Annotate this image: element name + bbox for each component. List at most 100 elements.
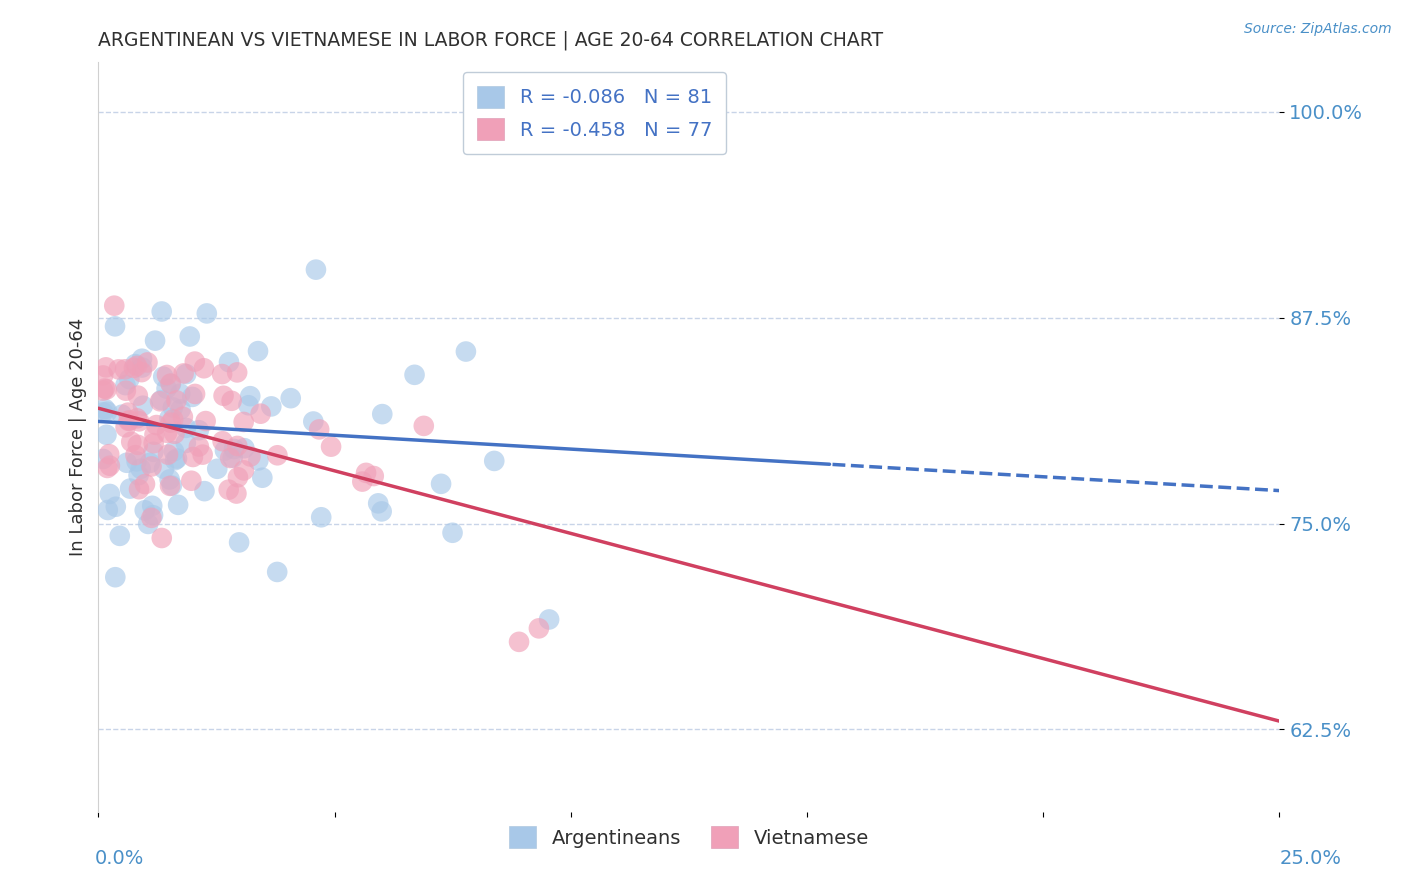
Point — [159, 416, 181, 430]
Point — [108, 529, 131, 543]
Point — [371, 407, 394, 421]
Point — [527, 621, 550, 635]
Point — [160, 376, 183, 391]
Point — [211, 367, 233, 381]
Point — [156, 368, 179, 382]
Point — [91, 384, 114, 398]
Point — [141, 499, 163, 513]
Point — [181, 450, 204, 464]
Point — [91, 368, 114, 383]
Point — [128, 482, 150, 496]
Point — [111, 408, 134, 422]
Point — [165, 453, 187, 467]
Point — [142, 508, 165, 523]
Point — [155, 382, 177, 396]
Point — [404, 368, 426, 382]
Point — [139, 456, 162, 470]
Point — [222, 442, 245, 456]
Point — [239, 450, 262, 464]
Point — [319, 440, 342, 454]
Point — [172, 409, 194, 424]
Y-axis label: In Labor Force | Age 20-64: In Labor Force | Age 20-64 — [69, 318, 87, 557]
Point — [266, 448, 288, 462]
Point — [134, 503, 156, 517]
Point — [174, 421, 197, 435]
Point — [125, 411, 148, 425]
Point — [352, 475, 374, 489]
Point — [120, 434, 142, 449]
Point — [127, 388, 149, 402]
Point — [125, 454, 148, 468]
Text: ARGENTINEAN VS VIETNAMESE IN LABOR FORCE | AGE 20-64 CORRELATION CHART: ARGENTINEAN VS VIETNAMESE IN LABOR FORCE… — [98, 30, 883, 50]
Point — [174, 436, 197, 450]
Point — [308, 422, 330, 436]
Point — [193, 361, 215, 376]
Text: 0.0%: 0.0% — [94, 848, 145, 868]
Point — [120, 482, 142, 496]
Legend: Argentineans, Vietnamese: Argentineans, Vietnamese — [499, 816, 879, 858]
Point — [162, 412, 184, 426]
Point — [218, 483, 240, 497]
Point — [228, 535, 250, 549]
Point — [222, 450, 245, 465]
Point — [441, 525, 464, 540]
Point — [354, 466, 377, 480]
Point — [98, 458, 121, 473]
Point — [184, 387, 207, 401]
Point — [225, 486, 247, 500]
Point — [91, 405, 114, 419]
Point — [454, 344, 477, 359]
Point — [174, 367, 197, 381]
Point — [305, 262, 328, 277]
Point — [152, 369, 174, 384]
Point — [96, 461, 118, 475]
Point — [260, 400, 283, 414]
Point — [226, 365, 249, 379]
Point — [98, 487, 121, 501]
Text: Source: ZipAtlas.com: Source: ZipAtlas.com — [1244, 22, 1392, 37]
Point — [370, 504, 392, 518]
Point — [96, 405, 118, 419]
Point — [141, 511, 163, 525]
Point — [484, 454, 506, 468]
Point — [159, 472, 181, 486]
Point — [194, 414, 217, 428]
Point — [280, 391, 302, 405]
Point — [117, 414, 139, 428]
Point — [129, 462, 152, 476]
Point — [114, 362, 136, 376]
Point — [104, 500, 127, 514]
Point — [302, 415, 325, 429]
Point — [107, 362, 129, 376]
Point — [226, 470, 249, 484]
Point — [226, 439, 249, 453]
Point — [247, 344, 270, 359]
Point — [142, 436, 165, 450]
Point — [114, 378, 136, 392]
Point — [233, 441, 256, 455]
Point — [169, 386, 191, 401]
Point — [266, 565, 288, 579]
Point — [249, 407, 271, 421]
Point — [131, 351, 153, 366]
Point — [96, 427, 118, 442]
Point — [430, 476, 453, 491]
Point — [124, 448, 146, 462]
Point — [156, 425, 179, 440]
Point — [122, 360, 145, 375]
Point — [214, 443, 236, 458]
Point — [156, 448, 179, 462]
Point — [187, 440, 209, 454]
Point — [136, 516, 159, 531]
Point — [212, 389, 235, 403]
Text: 25.0%: 25.0% — [1279, 848, 1341, 868]
Point — [207, 462, 229, 476]
Point — [180, 474, 202, 488]
Point — [239, 389, 262, 403]
Point — [211, 434, 233, 449]
Point — [508, 635, 530, 649]
Point — [167, 498, 190, 512]
Point — [115, 384, 138, 398]
Point — [104, 570, 127, 584]
Point — [193, 484, 215, 499]
